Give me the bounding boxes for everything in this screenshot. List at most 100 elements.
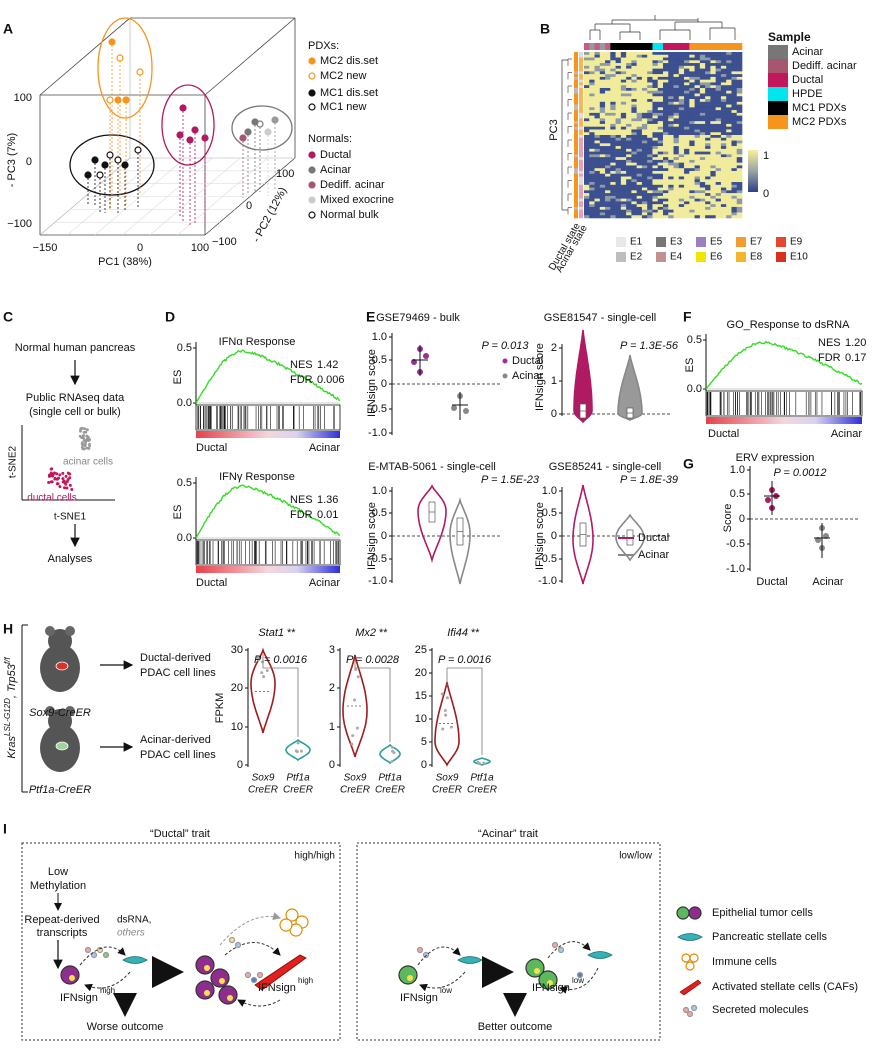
heat-cell <box>652 151 659 155</box>
heat-cell <box>610 182 616 186</box>
heat-cell <box>673 87 680 92</box>
heat-cell <box>705 151 711 155</box>
heat-cell <box>641 57 648 61</box>
heat-cell <box>636 112 643 116</box>
heat-cell <box>652 135 659 139</box>
label: 0.5 <box>372 507 387 519</box>
heat-cell <box>694 176 701 180</box>
heat-cell <box>652 107 659 111</box>
sample-annotation <box>657 43 664 50</box>
label: 0.01 <box>317 509 338 521</box>
heat-cell <box>720 121 727 125</box>
heat-cell <box>720 60 727 64</box>
heat-cell <box>647 170 653 175</box>
heat-cell <box>594 198 601 202</box>
heat-cell <box>615 135 622 139</box>
heat-cell <box>599 129 606 133</box>
heat-cell <box>705 54 711 58</box>
state-annotation <box>579 132 583 136</box>
heat-cell <box>610 123 616 127</box>
heat-cell <box>668 76 674 80</box>
heat-cell <box>631 107 637 111</box>
heat-cell <box>605 93 611 97</box>
heat-cell <box>710 60 716 64</box>
legend-icon <box>689 953 699 963</box>
violin <box>449 497 471 585</box>
cell-point <box>86 435 90 439</box>
state-annotation <box>579 101 583 105</box>
heat-cell <box>641 65 648 69</box>
heat-cell <box>689 132 695 136</box>
corner-label: high/high <box>294 851 335 862</box>
heat-cell <box>699 112 706 116</box>
legend-label: Acinar <box>512 370 544 382</box>
heat-cell <box>699 184 706 188</box>
heat-cell <box>731 187 738 191</box>
heat-cell <box>736 154 743 158</box>
heat-cell <box>663 107 669 111</box>
heat-cell <box>620 52 627 56</box>
state-annotation <box>574 198 578 202</box>
heat-cell <box>636 215 643 219</box>
heat-cell <box>689 195 695 199</box>
heat-cell <box>684 99 690 103</box>
heat-cell <box>705 162 711 166</box>
heat-cell <box>636 115 643 119</box>
heat-cell <box>610 190 616 194</box>
heat-cell <box>720 179 727 183</box>
heat-cell <box>626 187 632 191</box>
label: Ductal-derived <box>140 652 211 664</box>
heat-cell <box>694 93 701 97</box>
heat-cell <box>631 76 637 80</box>
heat-cell <box>689 159 695 163</box>
heat-cell <box>736 168 743 172</box>
heat-cell <box>731 79 738 83</box>
heat-cell <box>668 162 674 166</box>
heat-cell <box>605 148 611 152</box>
heat-cell <box>705 157 711 161</box>
state-annotation <box>579 151 583 155</box>
heat-cell <box>710 173 716 177</box>
label: 20 <box>231 682 243 694</box>
heat-cell <box>657 99 664 103</box>
heat-cell <box>736 137 743 141</box>
label: 2 <box>329 682 335 694</box>
outcome: Worse outcome <box>87 1021 164 1033</box>
heat-cell <box>678 190 685 194</box>
heat-cell <box>657 201 664 205</box>
heat-cell <box>652 187 659 191</box>
heat-cell <box>720 68 727 72</box>
corner-label: low/low <box>619 851 653 862</box>
heat-cell <box>641 179 648 183</box>
heat-cell <box>620 184 627 188</box>
state-annotation <box>579 173 583 177</box>
heat-cell <box>636 85 643 89</box>
heat-cell <box>715 154 722 158</box>
heat-cell <box>631 170 637 175</box>
heat-cell <box>626 85 632 89</box>
heat-cell <box>663 212 669 216</box>
cell-point <box>82 447 86 451</box>
heat-cell <box>715 170 722 175</box>
heat-cell <box>584 206 590 210</box>
heat-cell <box>715 173 722 177</box>
state-annotation <box>574 85 578 89</box>
heat-cell <box>726 195 732 199</box>
sample-annotation <box>715 43 722 50</box>
state-annotation <box>574 212 578 216</box>
heat-cell <box>615 121 622 125</box>
heat-cell <box>705 129 711 133</box>
heat-cell <box>715 151 722 155</box>
heat-cell <box>678 204 685 208</box>
heat-cell <box>689 137 695 141</box>
label: 0.5 <box>372 354 387 366</box>
heat-cell <box>657 148 664 152</box>
heat-cell <box>652 137 659 141</box>
heat-cell <box>605 132 611 136</box>
heat-cell <box>599 99 606 103</box>
heat-cell <box>726 204 732 208</box>
signal-arrow <box>417 946 461 966</box>
heat-cell <box>720 101 727 105</box>
heat-cell <box>684 182 690 186</box>
heat-cell <box>610 132 616 136</box>
